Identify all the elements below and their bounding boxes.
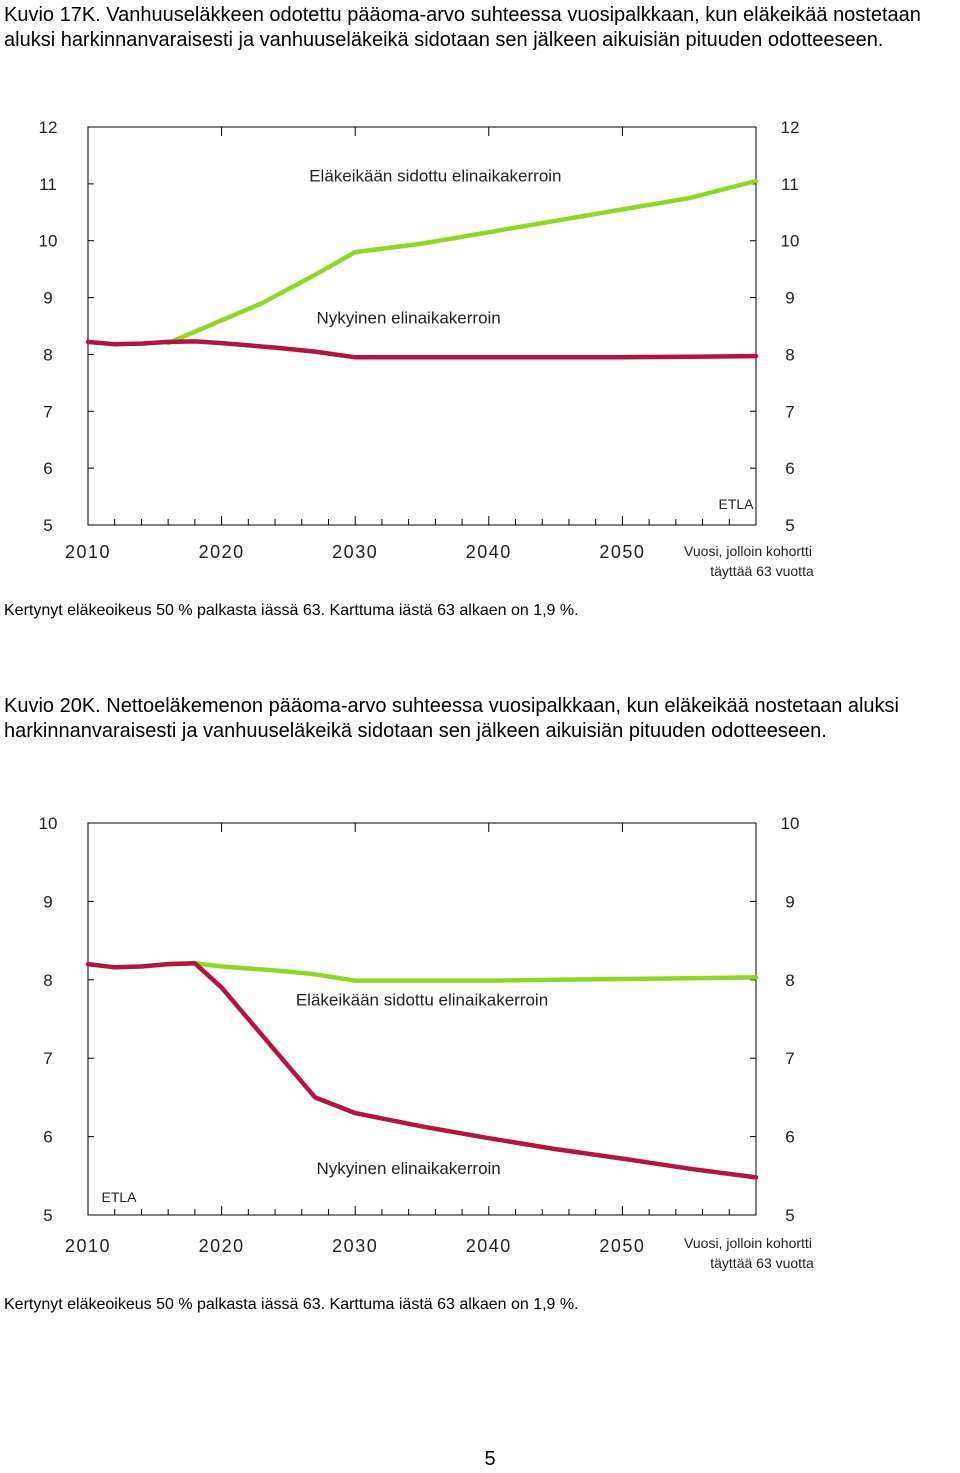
chart-2-y-tick-label: 5	[785, 1206, 794, 1225]
chart-2-y-tick-label: 10	[39, 814, 58, 833]
chart-1-x-tick-label: 2040	[466, 542, 512, 562]
chart-1-y-tick-label: 9	[785, 289, 794, 308]
chart-1-y-tick-label: 12	[39, 118, 58, 137]
chart-1-series-line-sidottu	[165, 178, 759, 346]
chart-1-y-tick-label: 6	[785, 459, 794, 478]
chart-1-y-tick-label: 9	[43, 289, 52, 308]
chart-2-x-tick-label: 2030	[332, 1236, 378, 1256]
chart-2-y-tick-label: 9	[785, 892, 794, 911]
chart-1-y-tick-label: 8	[785, 345, 794, 364]
chart-2-x-tick-label: 2050	[599, 1236, 645, 1256]
chart-1-y-tick-label: 7	[785, 402, 794, 421]
chart-1-y-tick-label: 10	[781, 232, 800, 251]
chart-1-x-tick-labels: 2010 2020 2030 2040 2050	[65, 542, 645, 562]
chart-1-x-axis-title-line-2: täyttää 63 vuotta	[710, 563, 814, 579]
figure-2-caption: Kuvio 20K. Nettoeläkemenon pääoma-arvo s…	[4, 695, 899, 742]
chart-1-series-label: Nykyinen elinaikakerroin	[317, 308, 501, 327]
chart-2-series-label: Nykyinen elinaikakerroin	[317, 1159, 501, 1178]
chart-1-y-tick-label: 7	[43, 402, 52, 421]
chart-1-y-tick-labels-right: 5 6 7 8 9 10 11 12	[781, 118, 800, 535]
chart-1-series-line-nykyinen	[85, 339, 759, 360]
chart-1-x-tick-label: 2030	[332, 542, 378, 562]
chart-2-series-labels: Eläkeikään sidottu elinaikakerroin Nykyin…	[296, 990, 548, 1178]
chart-2-y-tick-labels-right: 5 6 7 8 9 10	[781, 814, 800, 1225]
chart-1-y-tick-label: 5	[43, 516, 52, 535]
chart-1-x-tick-label: 2020	[199, 542, 245, 562]
chart-1-series-labels: Eläkeikään sidottu elinaikakerroin Nykyin…	[309, 166, 561, 327]
chart-1-y-tick-label: 6	[43, 459, 52, 478]
chart-1-y-tick-label: 11	[39, 175, 57, 194]
chart-1-series-label: Eläkeikään sidottu elinaikakerroin	[309, 166, 561, 185]
chart-2-source-label: ETLA	[101, 1189, 137, 1205]
chart-1-y-tick-label: 5	[785, 516, 794, 535]
chart-2-x-tick-labels: 2010 2020 2030 2040 2050	[65, 1236, 645, 1256]
chart-2-plot-frame	[87, 822, 757, 1216]
chart-2-x-tick-label: 2040	[466, 1236, 512, 1256]
chart-2-x-axis-title-line-1: Vuosi, jolloin kohortti	[684, 1235, 812, 1251]
chart-1-y-tick-label: 11	[781, 175, 799, 194]
chart-2-x-tick-label: 2010	[65, 1236, 111, 1256]
chart-1: 5 6 7 8 9 10 11 12 5 6 7 8 9 10 11 12 2010 2020 2030 2040…	[39, 118, 814, 579]
chart-2-series-label: Eläkeikään sidottu elinaikakerroin	[296, 990, 548, 1009]
chart-2: 5 6 7 8 9 10 5 6 7 8 9 10 2010 2020 2030 2040 2050 Elä…	[39, 814, 814, 1271]
page-number: 5	[484, 1448, 496, 1470]
chart-1-x-tick-label: 2010	[65, 542, 111, 562]
chart-2-y-tick-label: 9	[43, 892, 52, 911]
chart-1-y-tick-label: 12	[781, 118, 800, 137]
chart-2-series-line-sidottu	[165, 961, 759, 983]
chart-2-series-line-nykyinen	[85, 961, 759, 1180]
chart-2-axes	[87, 822, 757, 1216]
chart-1-y-tick-labels-left: 5 6 7 8 9 10 11 12	[39, 118, 58, 535]
chart-2-y-tick-labels-left: 5 6 7 8 9 10	[39, 814, 58, 1225]
chart-1-y-tick-label: 8	[43, 345, 52, 364]
chart-2-y-tick-label: 6	[43, 1128, 52, 1147]
chart-1-plot-frame	[87, 126, 757, 526]
chart-2-x-axis-title-line-2: täyttää 63 vuotta	[710, 1255, 814, 1271]
chart-1-source-label: ETLA	[718, 496, 754, 512]
chart-2-y-tick-label: 8	[43, 971, 52, 990]
chart-1-series	[85, 178, 759, 360]
figure-1-caption: Kuvio 17K. Vanhuuseläkkeen odotettu pääo…	[4, 4, 921, 51]
chart-2-y-tick-label: 7	[785, 1049, 794, 1068]
chart-1-x-tick-label: 2050	[599, 542, 645, 562]
figure-2-footnote: Kertynyt eläkeoikeus 50 % palkasta iässä…	[4, 1296, 579, 1313]
figure-1-footnote: Kertynyt eläkeoikeus 50 % palkasta iässä…	[4, 602, 579, 619]
chart-2-y-tick-label: 7	[43, 1049, 52, 1068]
chart-2-y-tick-label: 6	[785, 1128, 794, 1147]
chart-2-y-tick-label: 10	[781, 814, 800, 833]
chart-1-y-tick-label: 10	[39, 232, 58, 251]
chart-2-y-tick-label: 8	[785, 971, 794, 990]
chart-2-y-tick-label: 5	[43, 1206, 52, 1225]
chart-1-x-axis-title-line-1: Vuosi, jolloin kohortti	[684, 543, 812, 559]
chart-2-x-tick-label: 2020	[199, 1236, 245, 1256]
chart-2-series	[85, 961, 759, 1180]
